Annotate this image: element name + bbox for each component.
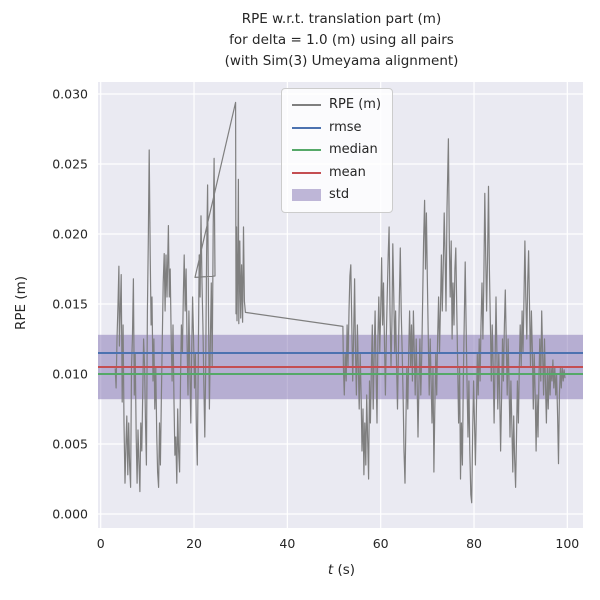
plot-title: RPE w.r.t. translation part (m) for delt… — [98, 9, 585, 72]
x-axis-label-unit: (s) — [333, 562, 356, 578]
y-axis-tick-label: 0.000 — [52, 506, 88, 521]
x-axis-tick-label: 80 — [466, 536, 482, 551]
std-patch-swatch-icon — [292, 189, 321, 202]
x-axis-tick-label: 100 — [555, 536, 579, 551]
y-axis-tick-label: 0.015 — [52, 296, 88, 311]
y-axis-tick-label: 0.020 — [52, 226, 88, 241]
mean-line-swatch-icon — [292, 171, 321, 174]
legend-item-mean: mean — [292, 165, 381, 182]
legend-label-rpe: RPE (m) — [329, 97, 382, 112]
legend-label-std: std — [329, 187, 350, 202]
y-axis-tick-label: 0.025 — [52, 156, 88, 171]
y-axis-tick-label: 0.005 — [52, 436, 88, 451]
plot-title-line-2: for delta = 1.0 (m) using all pairs — [229, 32, 454, 48]
rmse-line-swatch-icon — [292, 126, 321, 129]
y-axis-tick-labels: 0.000 0.005 0.010 0.015 0.020 0.025 0.030 — [52, 86, 88, 521]
x-axis-label: t (s) — [98, 562, 585, 578]
plot-title-line-3: (with Sim(3) Umeyama alignment) — [224, 53, 459, 69]
x-axis-tick-label: 0 — [97, 536, 105, 551]
legend-label-mean: mean — [329, 164, 366, 180]
x-axis-label-variable: t — [327, 562, 334, 578]
y-axis-label: RPE (m) — [13, 275, 29, 331]
legend-item-rmse: rmse — [292, 120, 381, 137]
x-axis-tick-label: 20 — [186, 536, 202, 551]
legend-item-std: std — [292, 187, 381, 204]
rpe-line-swatch-icon — [292, 104, 321, 107]
legend: RPE (m) rmse median mean std — [281, 88, 394, 213]
legend-item-median: median — [292, 142, 381, 159]
median-line-swatch-icon — [292, 149, 321, 152]
legend-label-median: median — [329, 142, 378, 157]
plot-title-line-1: RPE w.r.t. translation part (m) — [241, 11, 442, 27]
y-axis-tick-label: 0.030 — [52, 86, 88, 101]
x-axis-tick-label: 60 — [373, 536, 389, 551]
legend-label-rmse: rmse — [329, 119, 362, 135]
x-axis-tick-label: 40 — [279, 536, 295, 551]
legend-item-rpe: RPE (m) — [292, 97, 381, 114]
x-axis-tick-labels: 0 20 40 60 80 100 — [97, 536, 580, 551]
y-axis-tick-label: 0.010 — [52, 366, 88, 381]
